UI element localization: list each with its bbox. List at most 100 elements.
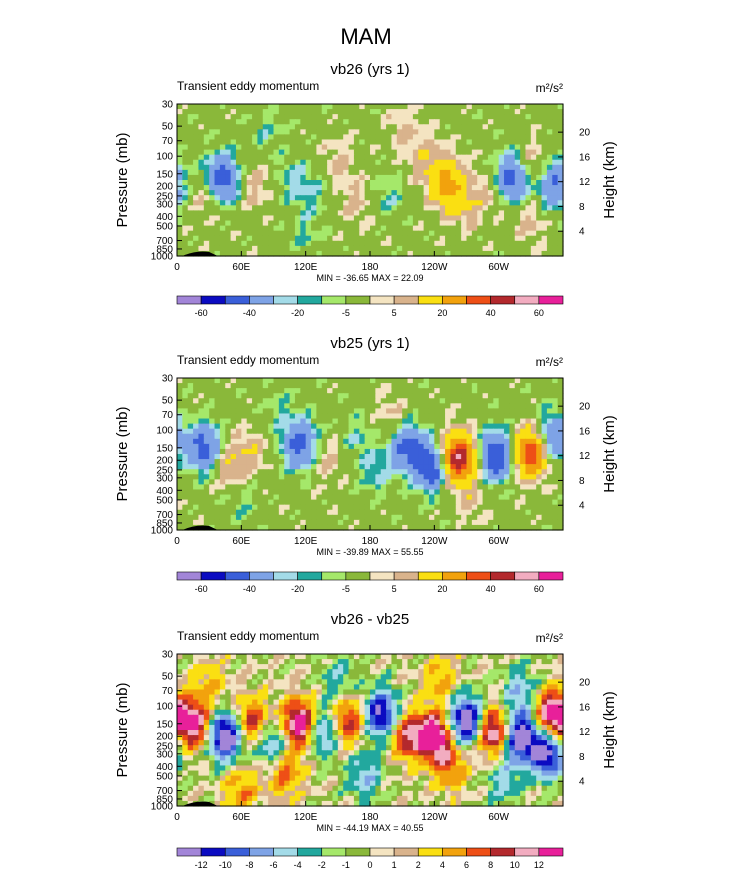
heatmap-cell: [337, 230, 344, 237]
heatmap-cell: [262, 185, 269, 191]
heatmap-cell: [214, 443, 221, 450]
heatmap-cell: [380, 484, 387, 491]
heatmap-cell: [541, 403, 548, 409]
heatmap-cell: [252, 524, 259, 531]
heatmap-cell: [289, 494, 296, 501]
heatmap-cell: [214, 144, 221, 151]
right-tick-label: 16: [579, 426, 591, 437]
heatmap-cell: [257, 393, 264, 399]
heatmap-cell: [439, 195, 446, 201]
heatmap-cell: [193, 144, 200, 151]
heatmap-cell: [273, 479, 280, 485]
heatmap-cell: [557, 654, 564, 660]
heatmap-cell: [300, 154, 307, 161]
heatmap-cell: [455, 195, 462, 201]
heatmap-cell: [252, 499, 259, 506]
heatmap-cell: [214, 139, 221, 146]
heatmap-cell: [498, 190, 505, 196]
heatmap-cell: [219, 225, 226, 232]
heatmap-cell: [294, 149, 301, 156]
heatmap-cell: [177, 149, 183, 156]
heatmap-cell: [423, 124, 430, 130]
heatmap-cell: [284, 474, 291, 480]
heatmap-cell: [294, 438, 301, 445]
heatmap-cell: [268, 674, 275, 680]
heatmap-cell: [514, 469, 521, 475]
heatmap-cell: [396, 149, 403, 156]
heatmap-cell: [321, 195, 328, 201]
heatmap-cell: [418, 134, 425, 141]
heatmap-cell: [461, 119, 468, 125]
heatmap-cell: [225, 393, 232, 399]
heatmap-cell: [504, 174, 510, 181]
heatmap-cell: [300, 524, 307, 531]
heatmap-cell: [209, 659, 216, 665]
heatmap-cell: [246, 654, 253, 660]
heatmap-cell: [375, 230, 382, 237]
heatmap-cell: [203, 684, 210, 691]
heatmap-cell: [284, 250, 291, 257]
heatmap-cell: [402, 679, 409, 685]
heatmap-cell: [209, 489, 216, 496]
heatmap-cell: [386, 240, 393, 247]
heatmap-cell: [177, 104, 183, 110]
heatmap-cell: [219, 443, 226, 450]
heatmap-cell: [514, 428, 521, 435]
heatmap-cell: [257, 674, 264, 680]
heatmap-cell: [498, 494, 505, 501]
heatmap-cell: [209, 180, 216, 186]
heatmap-cell: [337, 448, 344, 455]
heatmap-cell: [396, 499, 403, 506]
heatmap-cell: [402, 474, 409, 480]
heatmap-cell: [182, 504, 189, 511]
heatmap-cell: [348, 235, 355, 242]
colorbar-swatch: [321, 295, 347, 305]
heatmap-cell: [198, 423, 205, 430]
heatmap-cell: [493, 524, 500, 531]
heatmap-cell: [321, 679, 328, 685]
heatmap-cell: [268, 664, 275, 670]
heatmap-cell: [289, 474, 296, 480]
heatmap-cell: [498, 684, 505, 691]
heatmap-cell: [252, 134, 259, 141]
heatmap-cell: [375, 124, 382, 130]
heatmap-cell: [348, 225, 355, 232]
heatmap-cell: [477, 378, 484, 384]
heatmap-cell: [257, 448, 264, 455]
heatmap-cell: [187, 403, 194, 409]
heatmap-cell: [294, 169, 301, 176]
heatmap-cell: [407, 659, 414, 665]
heatmap-cell: [359, 164, 366, 171]
heatmap-cell: [391, 454, 398, 460]
heatmap-cell: [386, 109, 393, 115]
heatmap-cell: [509, 144, 516, 151]
heatmap-cell: [284, 144, 291, 151]
heatmap-cell: [391, 180, 398, 186]
heatmap-cell: [439, 174, 446, 181]
heatmap-cell: [536, 388, 543, 394]
heatmap-cell: [225, 230, 232, 237]
heatmap-cell: [509, 479, 516, 485]
heatmap-cell: [391, 459, 398, 465]
heatmap-cell: [412, 459, 419, 465]
heatmap-cell: [177, 235, 183, 242]
heatmap-cell: [332, 504, 339, 511]
heatmap-cell: [509, 504, 516, 511]
heatmap-cell: [289, 235, 296, 242]
heatmap-cell: [439, 469, 446, 475]
heatmap-cell: [300, 230, 307, 237]
heatmap-cell: [552, 388, 559, 394]
heatmap-cell: [520, 454, 527, 460]
heatmap-cell: [300, 448, 307, 455]
heatmap-cell: [466, 225, 473, 232]
heatmap-cell: [209, 504, 216, 511]
heatmap-cell: [214, 504, 221, 511]
heatmap-cell: [412, 154, 419, 161]
heatmap-cell: [407, 393, 414, 399]
heatmap-cell: [530, 398, 537, 404]
heatmap-cell: [187, 519, 194, 526]
heatmap-cell: [546, 144, 553, 151]
heatmap-cell: [557, 104, 564, 110]
heatmap-cell: [525, 669, 532, 675]
heatmap-cell: [177, 514, 183, 521]
